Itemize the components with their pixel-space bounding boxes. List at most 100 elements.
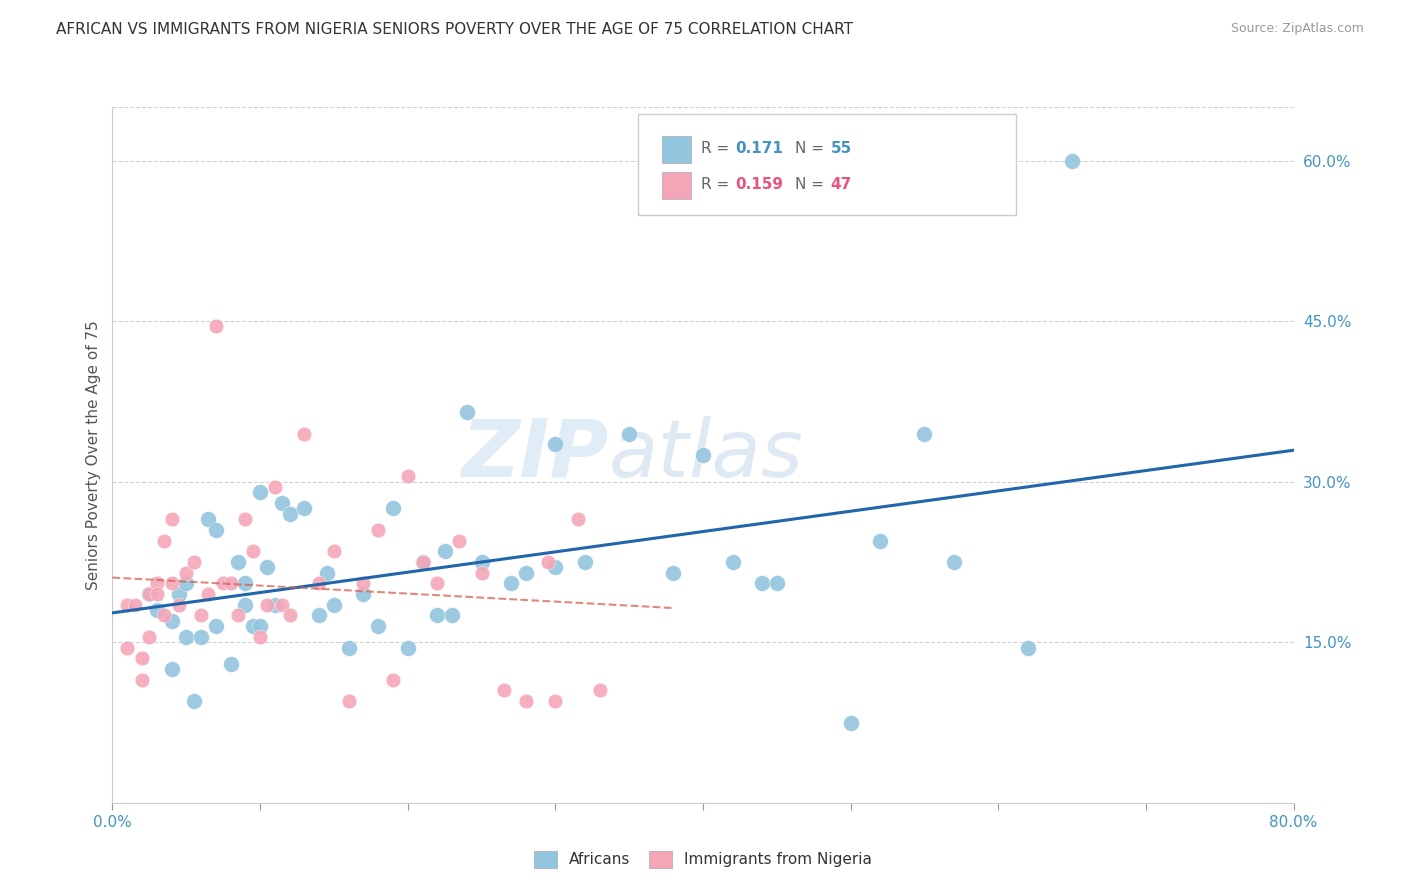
Point: [315, 566, 337, 580]
Point: [212, 576, 235, 591]
Text: N =: N =: [796, 178, 830, 193]
Point: [131, 673, 153, 687]
Point: [249, 619, 271, 633]
Point: [382, 673, 405, 687]
Point: [197, 587, 219, 601]
Point: [470, 566, 494, 580]
Point: [337, 640, 360, 655]
Point: [233, 512, 256, 526]
FancyBboxPatch shape: [638, 114, 1017, 215]
Point: [160, 512, 183, 526]
Point: [167, 598, 190, 612]
Point: [271, 598, 294, 612]
Text: R =: R =: [700, 141, 734, 156]
Point: [205, 523, 228, 537]
Point: [160, 662, 183, 676]
Point: [197, 512, 219, 526]
Point: [292, 426, 315, 441]
Point: [205, 619, 228, 633]
Point: [146, 603, 169, 617]
Point: [396, 469, 419, 483]
Point: [942, 555, 965, 569]
Point: [433, 544, 456, 558]
Point: [226, 608, 249, 623]
Point: [308, 576, 330, 591]
Text: ZIP: ZIP: [461, 416, 609, 494]
Text: AFRICAN VS IMMIGRANTS FROM NIGERIA SENIORS POVERTY OVER THE AGE OF 75 CORRELATIO: AFRICAN VS IMMIGRANTS FROM NIGERIA SENIO…: [56, 22, 853, 37]
Point: [174, 630, 197, 644]
Point: [382, 501, 405, 516]
Point: [190, 630, 212, 644]
Point: [226, 555, 249, 569]
Point: [367, 619, 389, 633]
Point: [138, 587, 160, 601]
Point: [242, 544, 264, 558]
Text: 0.171: 0.171: [735, 141, 783, 156]
Point: [233, 576, 256, 591]
Point: [537, 555, 560, 569]
FancyBboxPatch shape: [662, 172, 692, 199]
Text: 47: 47: [831, 178, 852, 193]
Point: [501, 576, 523, 591]
Point: [256, 598, 278, 612]
Point: [278, 608, 301, 623]
Y-axis label: Seniors Poverty Over the Age of 75: Seniors Poverty Over the Age of 75: [86, 320, 101, 590]
Point: [205, 319, 228, 334]
Point: [766, 576, 789, 591]
Text: 0.159: 0.159: [735, 178, 783, 193]
Point: [456, 405, 478, 419]
Point: [441, 608, 464, 623]
Point: [249, 485, 271, 500]
Point: [292, 501, 315, 516]
Point: [567, 512, 589, 526]
Point: [352, 587, 374, 601]
Point: [146, 576, 169, 591]
Point: [470, 555, 494, 569]
Point: [117, 598, 138, 612]
Text: atlas: atlas: [609, 416, 803, 494]
Point: [190, 608, 212, 623]
Text: N =: N =: [796, 141, 830, 156]
Point: [124, 598, 146, 612]
Point: [219, 657, 242, 671]
Point: [426, 608, 449, 623]
Point: [544, 694, 567, 708]
Point: [256, 560, 278, 574]
Point: [492, 683, 515, 698]
Point: [869, 533, 891, 548]
Legend: Africans, Immigrants from Nigeria: Africans, Immigrants from Nigeria: [526, 843, 880, 875]
Point: [515, 694, 537, 708]
Point: [138, 630, 160, 644]
Point: [1017, 640, 1039, 655]
Point: [426, 576, 449, 591]
Point: [183, 694, 205, 708]
Point: [396, 640, 419, 655]
Point: [264, 480, 287, 494]
Point: [662, 566, 685, 580]
Point: [233, 598, 256, 612]
Point: [411, 555, 433, 569]
Point: [323, 544, 346, 558]
Point: [183, 555, 205, 569]
Point: [174, 576, 197, 591]
Point: [588, 683, 610, 698]
Point: [160, 614, 183, 628]
FancyBboxPatch shape: [662, 136, 692, 162]
Point: [574, 555, 596, 569]
Point: [146, 587, 169, 601]
Point: [337, 694, 360, 708]
Point: [367, 523, 389, 537]
Text: R =: R =: [700, 178, 734, 193]
Point: [352, 576, 374, 591]
Point: [138, 587, 160, 601]
Point: [308, 608, 330, 623]
Point: [271, 496, 294, 510]
Text: Source: ZipAtlas.com: Source: ZipAtlas.com: [1230, 22, 1364, 36]
Point: [914, 426, 936, 441]
Point: [131, 651, 153, 665]
Point: [117, 640, 138, 655]
Point: [449, 533, 471, 548]
Point: [219, 576, 242, 591]
Point: [153, 608, 176, 623]
Point: [167, 587, 190, 601]
